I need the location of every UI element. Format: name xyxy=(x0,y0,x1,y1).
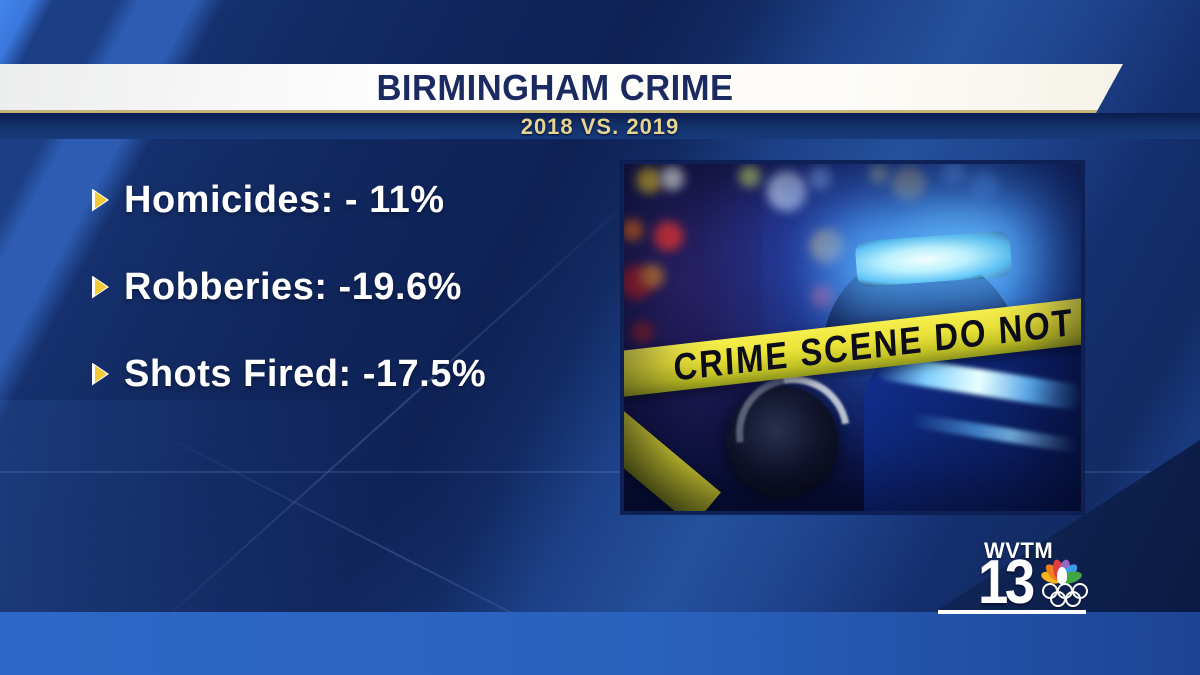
olympic-ring xyxy=(1050,591,1066,607)
list-item-shots-fired: Shots Fired: -17.5% xyxy=(92,350,486,398)
olympic-ring xyxy=(1065,591,1081,607)
logo-underline-bar xyxy=(938,610,1086,614)
crime-scene-photo: CRIME SCENE DO NOT CR xyxy=(621,161,1084,514)
stat-text: Shots Fired: -17.5% xyxy=(124,352,487,395)
olympic-rings-icon xyxy=(1042,583,1088,607)
bullet-triangle-icon xyxy=(92,276,109,299)
peacock-body xyxy=(1057,567,1067,584)
bottom-blue-band xyxy=(0,612,1200,675)
photo-vignette xyxy=(624,164,1081,511)
title-banner: BIRMINGHAM CRIME xyxy=(0,64,1123,113)
bullet-triangle-icon xyxy=(92,189,109,212)
station-call-letters: WVTM xyxy=(984,538,1054,563)
list-item-homicides: Homicides: - 11% xyxy=(92,176,445,224)
subtitle-strip: 2018 VS. 2019 xyxy=(0,113,1200,139)
channel-number: 13 xyxy=(978,548,1035,617)
stat-text: Robberies: -19.6% xyxy=(124,265,462,308)
car-wheel xyxy=(726,386,838,498)
page-title: BIRMINGHAM CRIME xyxy=(376,67,734,108)
nbc-peacock-icon xyxy=(1038,555,1086,593)
list-item-robberies: Robberies: -19.6% xyxy=(92,263,462,311)
stat-text: Homicides: - 11% xyxy=(124,178,445,221)
bullet-triangle-icon xyxy=(92,363,109,386)
wvtm13-logo: WVTM 13 xyxy=(938,538,1088,618)
background-hairline xyxy=(0,471,1200,473)
page-subtitle: 2018 VS. 2019 xyxy=(520,114,680,139)
